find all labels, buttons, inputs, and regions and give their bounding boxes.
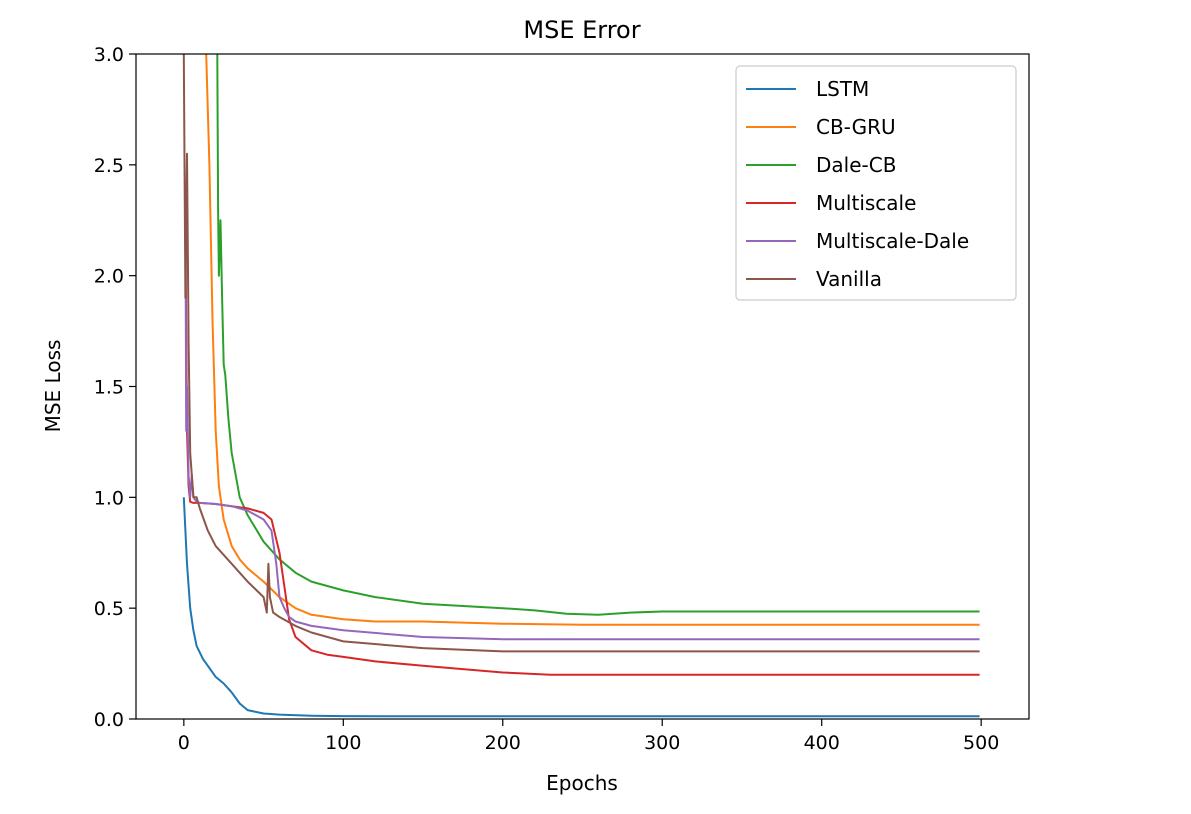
x-tick-label: 100 bbox=[325, 732, 361, 754]
x-tick-label: 400 bbox=[804, 732, 840, 754]
x-axis-label: Epochs bbox=[546, 771, 618, 795]
y-tick-label: 0.5 bbox=[94, 598, 124, 620]
legend-label: Multiscale bbox=[816, 191, 916, 215]
series-line-vanilla bbox=[182, 54, 980, 653]
y-tick-label: 0.0 bbox=[94, 709, 124, 731]
legend: LSTM CB-GRU Dale-CB Multiscale Multiscale-Da… bbox=[735, 65, 1017, 301]
chart-title: MSE Error bbox=[523, 16, 640, 44]
series-line-multiscale bbox=[184, 231, 980, 676]
x-tick-label: 0 bbox=[178, 732, 190, 754]
legend-box bbox=[735, 65, 1017, 301]
series-line-cb-gru bbox=[205, 54, 980, 626]
legend-label: Dale-CB bbox=[816, 153, 896, 177]
x-tick-label: 200 bbox=[485, 732, 521, 754]
legend-label: CB-GRU bbox=[816, 115, 896, 139]
series-line-lstm bbox=[182, 497, 980, 718]
y-tick-label: 1.0 bbox=[94, 487, 124, 509]
legend-label: Multiscale-Dale bbox=[816, 229, 969, 253]
x-tick-label: 500 bbox=[963, 732, 999, 754]
y-tick-label: 3.0 bbox=[94, 44, 124, 66]
y-tick-label: 1.5 bbox=[94, 377, 124, 399]
legend-label: LSTM bbox=[816, 77, 869, 101]
series-line-multiscale-dale bbox=[184, 198, 980, 641]
y-tick-label: 2.5 bbox=[94, 155, 124, 177]
legend-label: Vanilla bbox=[816, 267, 882, 291]
x-tick-label: 300 bbox=[644, 732, 680, 754]
y-tick-label: 2.0 bbox=[94, 266, 124, 288]
x-axis: 0 100 200 300 400 500 bbox=[178, 719, 999, 754]
y-axis-label: MSE Loss bbox=[41, 340, 65, 433]
y-axis: 0.0 0.5 1.0 1.5 2.0 2.5 3.0 bbox=[94, 44, 136, 731]
series-layer bbox=[182, 54, 980, 718]
